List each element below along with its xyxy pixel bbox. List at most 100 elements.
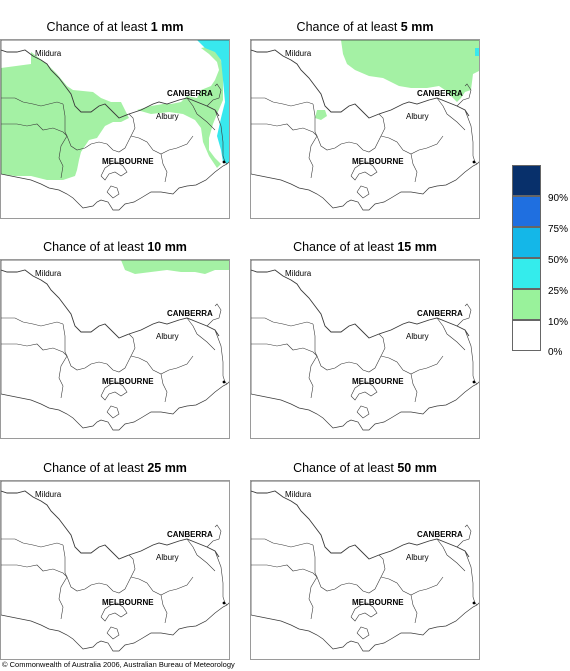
region-boundary bbox=[410, 153, 418, 183]
probability-region-10-25 bbox=[121, 260, 229, 274]
land-area bbox=[1, 260, 229, 430]
legend-swatch-0 bbox=[512, 320, 541, 351]
place-label-mildura: Mildura bbox=[35, 490, 62, 499]
map-1mm: Mildura CANBERRA Albury MELBOURNE bbox=[0, 39, 230, 219]
region-boundary bbox=[312, 103, 386, 153]
region-boundary bbox=[350, 381, 378, 401]
region-boundary bbox=[356, 185, 370, 199]
region-boundary bbox=[106, 405, 120, 419]
region-boundary bbox=[186, 538, 216, 572]
station-marker bbox=[222, 601, 226, 605]
station-marker bbox=[222, 380, 226, 384]
place-label-mildura: Mildura bbox=[285, 269, 312, 278]
place-label-albury: Albury bbox=[406, 332, 429, 341]
region-boundary bbox=[251, 317, 314, 327]
region-boundary bbox=[312, 323, 386, 373]
place-label-melbourne: MELBOURNE bbox=[352, 377, 404, 386]
station-marker bbox=[472, 601, 476, 605]
region-boundary bbox=[58, 355, 68, 399]
probability-region-10-25 bbox=[341, 40, 479, 102]
region-boundary bbox=[1, 490, 220, 560]
map-25mm: Mildura CANBERRA Albury MELBOURNE bbox=[0, 480, 230, 660]
region-boundary bbox=[106, 185, 120, 199]
region-boundary bbox=[100, 161, 128, 181]
coastline bbox=[251, 260, 479, 431]
place-label-canberra: CANBERRA bbox=[167, 530, 213, 539]
panel-title-25mm: Chance of at least 25 mm bbox=[0, 461, 230, 475]
place-label-mildura: Mildura bbox=[285, 49, 312, 58]
land-area bbox=[251, 260, 479, 430]
region-boundary bbox=[436, 317, 466, 351]
legend-label-90: 90% bbox=[548, 193, 569, 204]
map-graphic bbox=[251, 40, 479, 211]
panel-title-prefix: Chance of at least bbox=[46, 20, 151, 34]
region-boundary bbox=[186, 317, 216, 351]
region-boundary bbox=[206, 524, 222, 548]
probability-region-25-50 bbox=[197, 40, 229, 164]
map-5mm: Mildura CANBERRA Albury MELBOURNE bbox=[250, 39, 480, 219]
region-boundary bbox=[206, 303, 222, 327]
map-graphic bbox=[1, 481, 229, 652]
region-boundary bbox=[62, 544, 136, 594]
region-boundary bbox=[410, 594, 418, 624]
place-label-canberra: CANBERRA bbox=[417, 309, 463, 318]
region-boundary bbox=[1, 49, 220, 119]
region-boundary bbox=[1, 123, 68, 137]
coastline bbox=[251, 40, 479, 211]
panel-title-amount: 15 mm bbox=[397, 240, 437, 254]
region-boundary bbox=[251, 564, 318, 578]
region-boundary bbox=[456, 524, 472, 548]
region-boundary bbox=[308, 135, 318, 179]
legend-swatch-90 bbox=[512, 165, 541, 196]
region-boundary bbox=[206, 83, 222, 107]
region-boundary bbox=[160, 373, 168, 403]
panel-title-amount: 25 mm bbox=[147, 461, 187, 475]
place-label-albury: Albury bbox=[156, 332, 179, 341]
region-boundary bbox=[312, 544, 386, 594]
region-boundary bbox=[251, 490, 470, 560]
place-label-melbourne: MELBOURNE bbox=[352, 598, 404, 607]
region-boundary bbox=[1, 343, 68, 357]
map-graphic bbox=[1, 260, 229, 431]
panel-title-amount: 10 mm bbox=[147, 240, 187, 254]
map-15mm: Mildura CANBERRA Albury MELBOURNE bbox=[250, 259, 480, 439]
coastline bbox=[1, 40, 229, 211]
place-label-melbourne: MELBOURNE bbox=[102, 377, 154, 386]
region-boundary bbox=[251, 49, 470, 119]
region-boundary bbox=[1, 269, 220, 339]
region-boundary bbox=[58, 135, 68, 179]
map-50mm: Mildura CANBERRA Albury MELBOURNE bbox=[250, 480, 480, 660]
station-marker bbox=[222, 160, 226, 164]
place-label-albury: Albury bbox=[156, 553, 179, 562]
region-boundary bbox=[58, 576, 68, 620]
legend-swatch-10 bbox=[512, 289, 541, 320]
place-label-mildura: Mildura bbox=[35, 269, 62, 278]
legend-swatch-25 bbox=[512, 258, 541, 289]
coastline bbox=[1, 481, 229, 652]
region-boundary bbox=[456, 303, 472, 327]
region-boundary bbox=[251, 343, 318, 357]
panel-title-prefix: Chance of at least bbox=[296, 20, 401, 34]
copyright-notice: © Commonwealth of Australia 2006, Austra… bbox=[2, 660, 235, 669]
legend-swatch-50 bbox=[512, 227, 541, 258]
region-boundary bbox=[160, 153, 168, 183]
place-label-mildura: Mildura bbox=[35, 49, 62, 58]
region-boundary bbox=[160, 594, 168, 624]
region-boundary bbox=[410, 373, 418, 403]
region-boundary bbox=[186, 97, 216, 131]
probability-region-10-25 bbox=[137, 46, 223, 168]
region-boundary bbox=[350, 602, 378, 622]
map-10mm: Mildura CANBERRA Albury MELBOURNE bbox=[0, 259, 230, 439]
region-boundary bbox=[100, 381, 128, 401]
region-boundary bbox=[62, 323, 136, 373]
land-area bbox=[251, 481, 479, 651]
place-label-albury: Albury bbox=[156, 112, 179, 121]
region-boundary bbox=[251, 97, 314, 107]
region-boundary bbox=[251, 538, 314, 548]
region-boundary bbox=[356, 405, 370, 419]
region-boundary bbox=[106, 626, 120, 640]
map-graphic bbox=[251, 481, 479, 652]
probability-region-10-25 bbox=[315, 110, 327, 120]
place-label-albury: Albury bbox=[406, 112, 429, 121]
region-boundary bbox=[100, 602, 128, 622]
